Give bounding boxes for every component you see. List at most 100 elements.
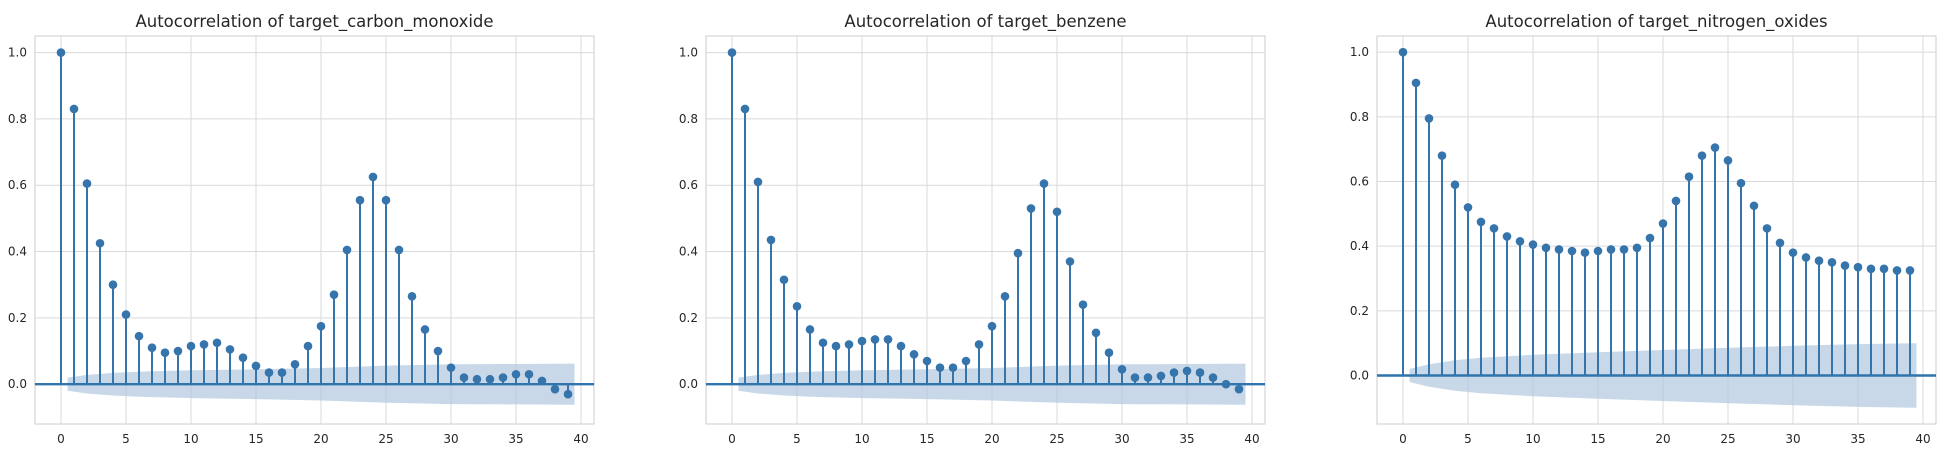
- acf-point: [56, 48, 66, 57]
- chart-title: Autocorrelation of target_nitrogen_oxide…: [1485, 12, 1827, 32]
- acf-point: [1580, 248, 1590, 257]
- acf-point: [147, 343, 157, 353]
- x-tick-label: 25: [1720, 432, 1735, 446]
- y-tick-label: 1.0: [1350, 45, 1369, 59]
- acf-point: [1195, 368, 1205, 377]
- x-tick-label: 0: [728, 432, 736, 446]
- acf-point: [1606, 245, 1616, 254]
- acf-point: [1567, 246, 1577, 256]
- acf-point: [1437, 151, 1447, 160]
- y-tick-label: 0.6: [679, 178, 698, 192]
- acf-point: [108, 280, 118, 290]
- acf-point: [1424, 114, 1434, 123]
- x-tick-label: 20: [1655, 432, 1670, 446]
- acf-point: [1749, 201, 1759, 211]
- acf-point: [1221, 379, 1231, 389]
- x-tick-label: 40: [573, 432, 588, 446]
- acf-point: [1065, 257, 1075, 266]
- y-tick-label: 0.6: [1350, 175, 1369, 189]
- acf-point: [1775, 238, 1785, 248]
- acf-point: [1827, 258, 1837, 267]
- y-tick-label: 0.0: [8, 377, 27, 391]
- acf-point: [121, 310, 131, 319]
- y-tick-label: 0.2: [679, 311, 698, 325]
- acf-point: [1528, 240, 1538, 249]
- x-tick-label: 5: [1464, 432, 1472, 446]
- x-tick-label: 40: [1915, 432, 1930, 446]
- acf-point: [1619, 245, 1629, 254]
- acf-point: [199, 340, 209, 349]
- acf-point: [766, 235, 776, 245]
- y-tick-label: 0.2: [1350, 304, 1369, 318]
- y-tick-label: 0.0: [1350, 369, 1369, 383]
- acf-point: [420, 325, 430, 334]
- acf-chart-3: 0.0 0.2 0.4 0.6 0.8 1.0 0 5 10 15 20 25 30 35 40 Autoco…: [1350, 12, 1937, 446]
- acf-point: [342, 245, 352, 255]
- acf-point: [1091, 328, 1101, 338]
- x-tick-label: 35: [1179, 432, 1194, 446]
- acf-point: [95, 238, 105, 248]
- acf-point: [1117, 364, 1127, 374]
- acf-point: [948, 363, 958, 372]
- acf-point: [974, 340, 984, 349]
- x-tick-label: 35: [1850, 432, 1865, 446]
- acf-point: [1671, 196, 1681, 206]
- acf-point: [1013, 248, 1023, 258]
- acf-point: [1182, 366, 1192, 376]
- acf-point: [896, 341, 906, 351]
- x-tick-label: 0: [1399, 432, 1407, 446]
- acf-point: [727, 48, 737, 57]
- acf-point: [1736, 178, 1746, 188]
- acf-point: [1489, 224, 1499, 233]
- acf-point: [511, 369, 521, 379]
- acf-point: [753, 177, 763, 187]
- y-tick-label: 1.0: [8, 46, 27, 60]
- acf-point: [446, 363, 456, 372]
- acf-point: [1156, 371, 1166, 381]
- acf-point: [290, 360, 300, 369]
- x-tick-label: 25: [378, 432, 393, 446]
- y-tick-label: 1.0: [679, 46, 698, 60]
- acf-point: [961, 356, 971, 366]
- acf-point: [368, 172, 378, 182]
- acf-point: [134, 331, 144, 341]
- plot-area: [705, 35, 1266, 425]
- y-tick-label: 0.6: [8, 178, 27, 192]
- acf-point: [883, 335, 893, 344]
- acf-point: [909, 350, 919, 359]
- acf-point: [459, 373, 469, 382]
- y-tick-label: 0.2: [8, 311, 27, 325]
- acf-point: [1502, 232, 1512, 241]
- acf-point: [1710, 143, 1720, 152]
- acf-point: [251, 361, 261, 371]
- chart-title: Autocorrelation of target_carbon_monoxid…: [135, 12, 493, 32]
- acf-point: [779, 275, 789, 285]
- x-tick-label: 30: [1114, 432, 1129, 446]
- acf-point: [1398, 47, 1408, 57]
- acf-point: [303, 341, 313, 351]
- acf-point: [1450, 180, 1460, 190]
- x-tick-label: 15: [919, 432, 934, 446]
- x-tick-label: 5: [122, 432, 130, 446]
- acf-point: [160, 348, 170, 358]
- acf-point: [355, 195, 365, 205]
- acf-point: [935, 363, 945, 372]
- acf-point: [1463, 203, 1473, 212]
- acf-point: [870, 335, 880, 344]
- x-tick-label: 15: [1590, 432, 1605, 446]
- x-tick-label: 5: [793, 432, 801, 446]
- acf-point: [472, 374, 482, 384]
- acf-point: [186, 341, 196, 351]
- acf-point: [1554, 245, 1564, 254]
- acf-point: [1853, 262, 1863, 272]
- acf-point: [498, 373, 508, 382]
- acf-point: [225, 345, 235, 354]
- x-tick-label: 25: [1049, 432, 1064, 446]
- acf-point: [1052, 207, 1062, 217]
- y-tick-label: 0.8: [8, 112, 27, 126]
- acf-point: [1697, 151, 1707, 160]
- acf-point: [212, 338, 222, 348]
- acf-point: [844, 340, 854, 349]
- acf-point: [1723, 156, 1733, 165]
- acf-point: [1684, 172, 1694, 181]
